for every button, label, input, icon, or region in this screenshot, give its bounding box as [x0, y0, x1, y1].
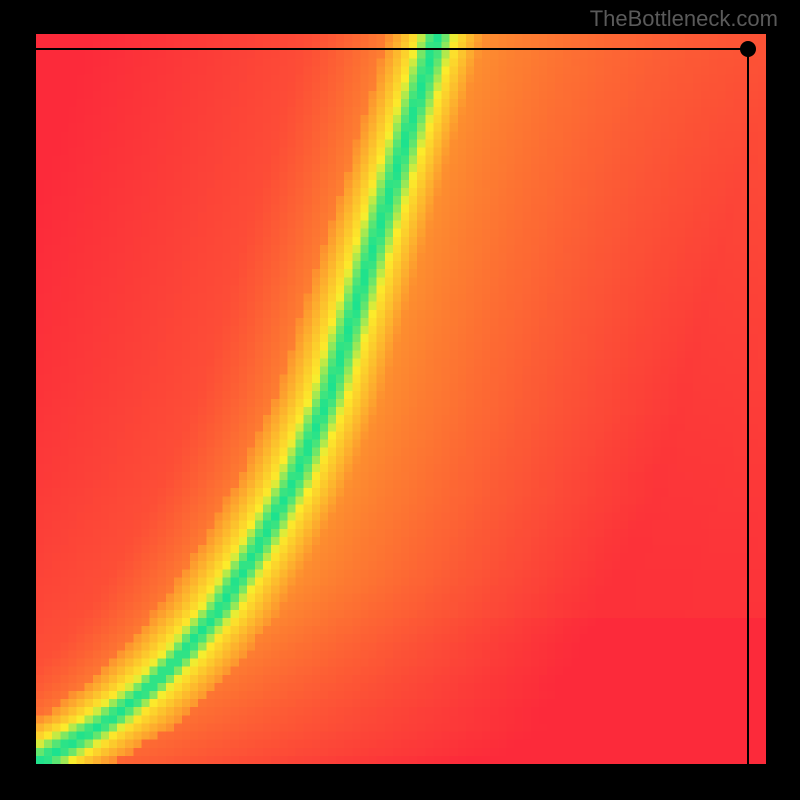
heatmap-canvas — [36, 34, 766, 764]
heatmap-plot-area — [36, 34, 766, 764]
top-axis-line — [36, 48, 755, 50]
right-axis-line — [747, 49, 749, 764]
chart-container: TheBottleneck.com — [0, 0, 800, 800]
attribution-text: TheBottleneck.com — [590, 6, 778, 32]
corner-marker — [740, 41, 756, 57]
